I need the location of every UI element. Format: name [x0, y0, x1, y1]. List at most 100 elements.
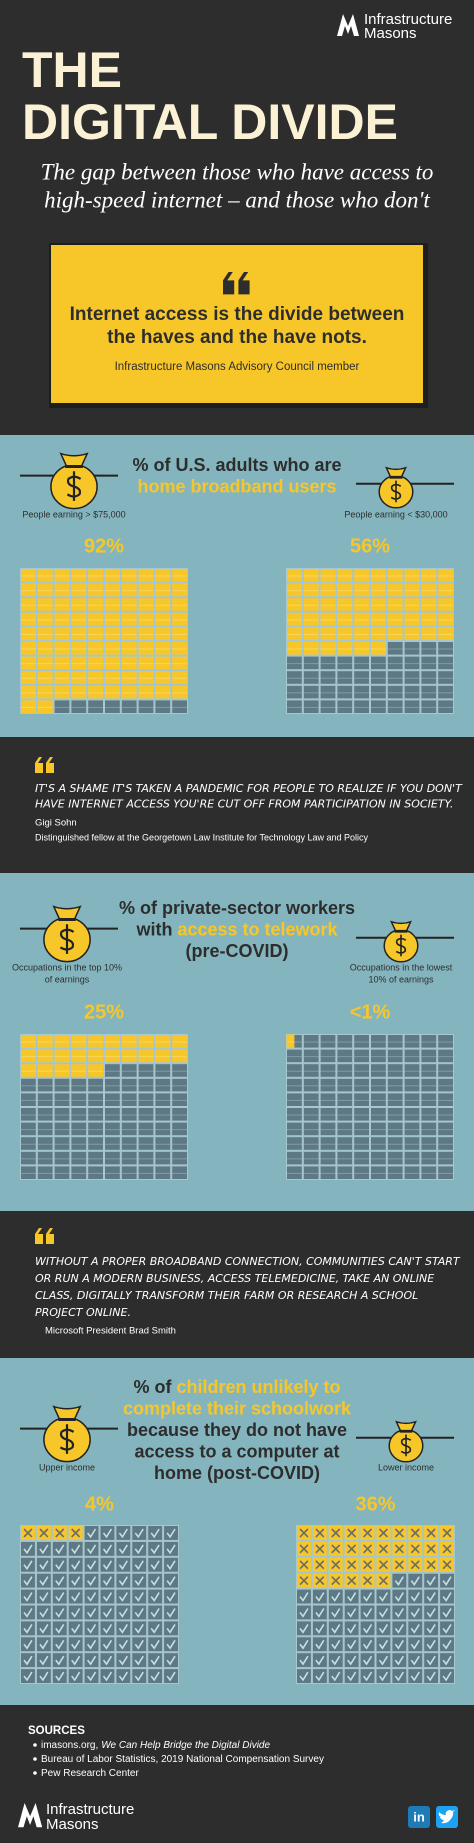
- check-icon: [134, 1544, 144, 1555]
- waffle-cell-partial: [286, 1034, 295, 1049]
- check-icon: [410, 1639, 420, 1650]
- check-icon: [410, 1623, 420, 1634]
- waffle-cell: [319, 597, 337, 612]
- check-icon: [39, 1544, 49, 1555]
- waffle-cell: [386, 684, 404, 700]
- check-icon: [118, 1576, 128, 1587]
- check-icon: [150, 1544, 160, 1555]
- waffle-cell: [386, 1092, 404, 1108]
- waffle-cell: [70, 1107, 88, 1122]
- quote-bg: [0, 1211, 474, 1358]
- waffle-cell: [99, 1668, 116, 1684]
- waffle-cell: [120, 611, 138, 627]
- check-icon: [86, 1671, 97, 1682]
- waffle-cell: [87, 1048, 104, 1064]
- waffle-cell: [163, 1668, 180, 1684]
- waffle-cell: [20, 684, 37, 700]
- check-icon: [426, 1639, 436, 1650]
- x-icon: [55, 1528, 65, 1538]
- waffle-cell: [319, 1077, 337, 1093]
- waffle-cell: [403, 626, 421, 642]
- waffle-cell: [437, 670, 455, 685]
- waffle-cell: [403, 1107, 421, 1122]
- waffle-cell: [370, 1048, 387, 1064]
- waffle-cell: [171, 670, 188, 685]
- waffle-cell: [20, 1048, 37, 1064]
- waffle-cell: [87, 1063, 104, 1078]
- waffle-cell: [171, 1150, 188, 1166]
- waffle-cell: [420, 670, 438, 685]
- waffle-cell: [359, 1636, 376, 1653]
- waffle-cell: [302, 670, 320, 685]
- waffle-cell: [35, 1652, 52, 1669]
- check-icon: [102, 1576, 113, 1587]
- waffle-cell: [302, 699, 320, 715]
- waffle-cell: [439, 1636, 456, 1653]
- x-icon: [410, 1560, 420, 1570]
- check-icon: [362, 1655, 373, 1666]
- waffle-cell: [70, 641, 88, 656]
- waffle-cell: [386, 1136, 404, 1151]
- waffle-cell: [67, 1668, 84, 1684]
- check-icon: [102, 1608, 113, 1618]
- check-icon: [347, 1671, 357, 1682]
- waffle-cell: [83, 1668, 100, 1684]
- waffle-cell: [83, 1572, 100, 1589]
- waffle-cell: [51, 1556, 68, 1573]
- x-icon: [315, 1560, 325, 1570]
- x-icon: [394, 1544, 404, 1554]
- waffle-cell: [137, 1063, 155, 1078]
- waffle-cell: [296, 1668, 312, 1684]
- waffle-cell: [336, 1034, 354, 1049]
- check-icon: [86, 1544, 97, 1555]
- waffle-cell: [137, 597, 155, 612]
- waffle-cell: [104, 684, 121, 700]
- waffle-cell: [386, 597, 404, 612]
- waffle-cell: [20, 699, 37, 715]
- waffle-cell: [420, 1150, 438, 1166]
- check-icon: [102, 1671, 113, 1682]
- waffle-cell: [391, 1652, 408, 1669]
- group-label: People earning < $30,000: [344, 509, 447, 519]
- waffle-cell: [319, 699, 337, 715]
- linkedin-button[interactable]: [408, 1806, 430, 1828]
- waffle-cell: [53, 1092, 71, 1108]
- waffle-cell: [302, 1150, 320, 1166]
- dollar-icon: [400, 1434, 412, 1457]
- waffle-cell: [120, 641, 138, 656]
- lead-quote: the haves and the have nots.: [107, 327, 367, 348]
- check-icon: [55, 1623, 65, 1634]
- waffle-cell: [83, 1636, 100, 1653]
- waffle-cell: [70, 1048, 88, 1064]
- waffle-cell: [336, 1121, 354, 1137]
- waffle-cell: [137, 670, 155, 685]
- waffle-cell: [154, 1107, 172, 1122]
- waffle-cell: [53, 699, 71, 715]
- check-icon: [118, 1560, 128, 1571]
- waffle-cell: [437, 1077, 455, 1093]
- x-icon: [426, 1560, 436, 1570]
- waffle-cell: [104, 1121, 121, 1137]
- check-icon: [166, 1608, 176, 1618]
- waffle-cell: [286, 626, 303, 642]
- waffle-cell: [370, 611, 387, 627]
- waffle-cell: [104, 568, 121, 583]
- waffle-cell: [370, 684, 387, 700]
- waffle-cell: [370, 1121, 387, 1137]
- waffle-cell: [20, 1572, 36, 1589]
- waffle-cell: [302, 1092, 320, 1108]
- brand-text: Masons: [46, 1816, 99, 1833]
- waffle-cell: [403, 1048, 421, 1064]
- section-title: (pre-COVID): [186, 941, 289, 961]
- check-icon: [55, 1576, 65, 1587]
- title-part: access to telework: [177, 919, 338, 939]
- waffle-cell: [171, 1048, 188, 1064]
- waffle-cell: [53, 1063, 71, 1078]
- check-icon: [23, 1544, 33, 1555]
- waffle-cell: [407, 1668, 424, 1684]
- waffle-cell: [286, 1048, 303, 1064]
- waffle-cell: [302, 1063, 320, 1078]
- waffle-cell: [53, 1121, 71, 1137]
- waffle-cell: [439, 1588, 456, 1605]
- waffle-cell: [302, 684, 320, 700]
